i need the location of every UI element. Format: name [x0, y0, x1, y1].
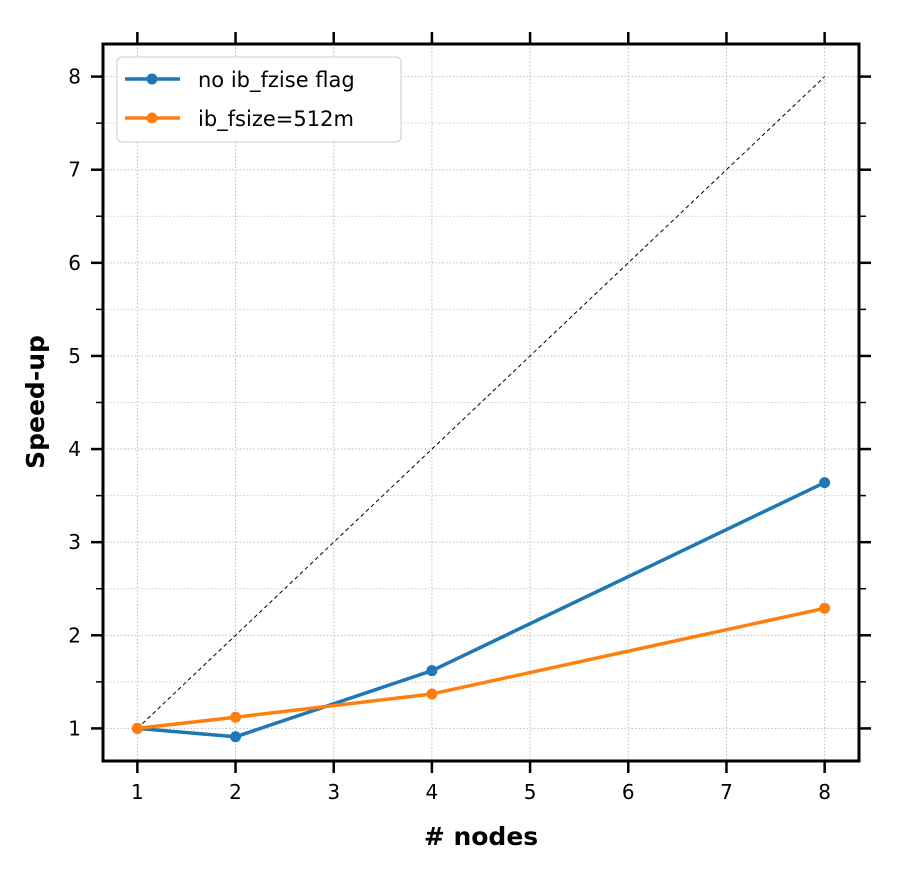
grid: [103, 44, 859, 761]
data-point-series-0: [230, 731, 242, 743]
legend: no ib_fzise flag ib_fsize=512m: [116, 56, 402, 143]
data-point-series-1: [819, 602, 831, 614]
x-tick-label: 7: [720, 780, 733, 804]
plot-frame: [101, 42, 861, 763]
series-group: [131, 477, 831, 743]
data-point-series-1: [230, 711, 242, 723]
data-point-series-1: [131, 722, 143, 734]
legend-label-fsize: ib_fsize=512m: [198, 107, 354, 132]
y-tick-label: 4: [68, 437, 81, 461]
x-tick-label: 4: [426, 780, 439, 804]
x-tick-label: 5: [524, 780, 537, 804]
data-point-series-1: [426, 688, 438, 700]
x-tick-label: 8: [818, 780, 831, 804]
y-tick-label: 5: [68, 344, 81, 368]
x-tick-label: 6: [622, 780, 635, 804]
data-point-series-0: [819, 477, 831, 489]
x-axis-label: # nodes: [424, 822, 538, 851]
x-tick-label: 2: [229, 780, 242, 804]
y-tick-label: 1: [68, 716, 81, 740]
ideal-speedup-line: [137, 76, 825, 729]
x-tick-label: 3: [327, 780, 340, 804]
legend-marker-blue: [146, 73, 158, 85]
series-line-0: [137, 481, 826, 739]
y-tick-label: 2: [68, 623, 81, 647]
series-line-1: [137, 606, 826, 731]
y-tick-label: 8: [68, 65, 81, 89]
y-tick-label: 7: [68, 158, 81, 182]
data-point-series-0: [426, 665, 438, 677]
x-tick-label: 1: [131, 780, 144, 804]
y-tick-label: 6: [68, 251, 81, 275]
axis-ticks: 1 2 3 4 5 6 7 8 1 2 3 4 5 6 7 8: [68, 32, 871, 804]
y-axis-label: Speed-up: [21, 335, 50, 469]
legend-box: [116, 56, 402, 143]
legend-marker-orange: [146, 112, 158, 124]
y-tick-label: 3: [68, 530, 81, 554]
legend-label-no-flag: no ib_fzise flag: [198, 68, 355, 93]
